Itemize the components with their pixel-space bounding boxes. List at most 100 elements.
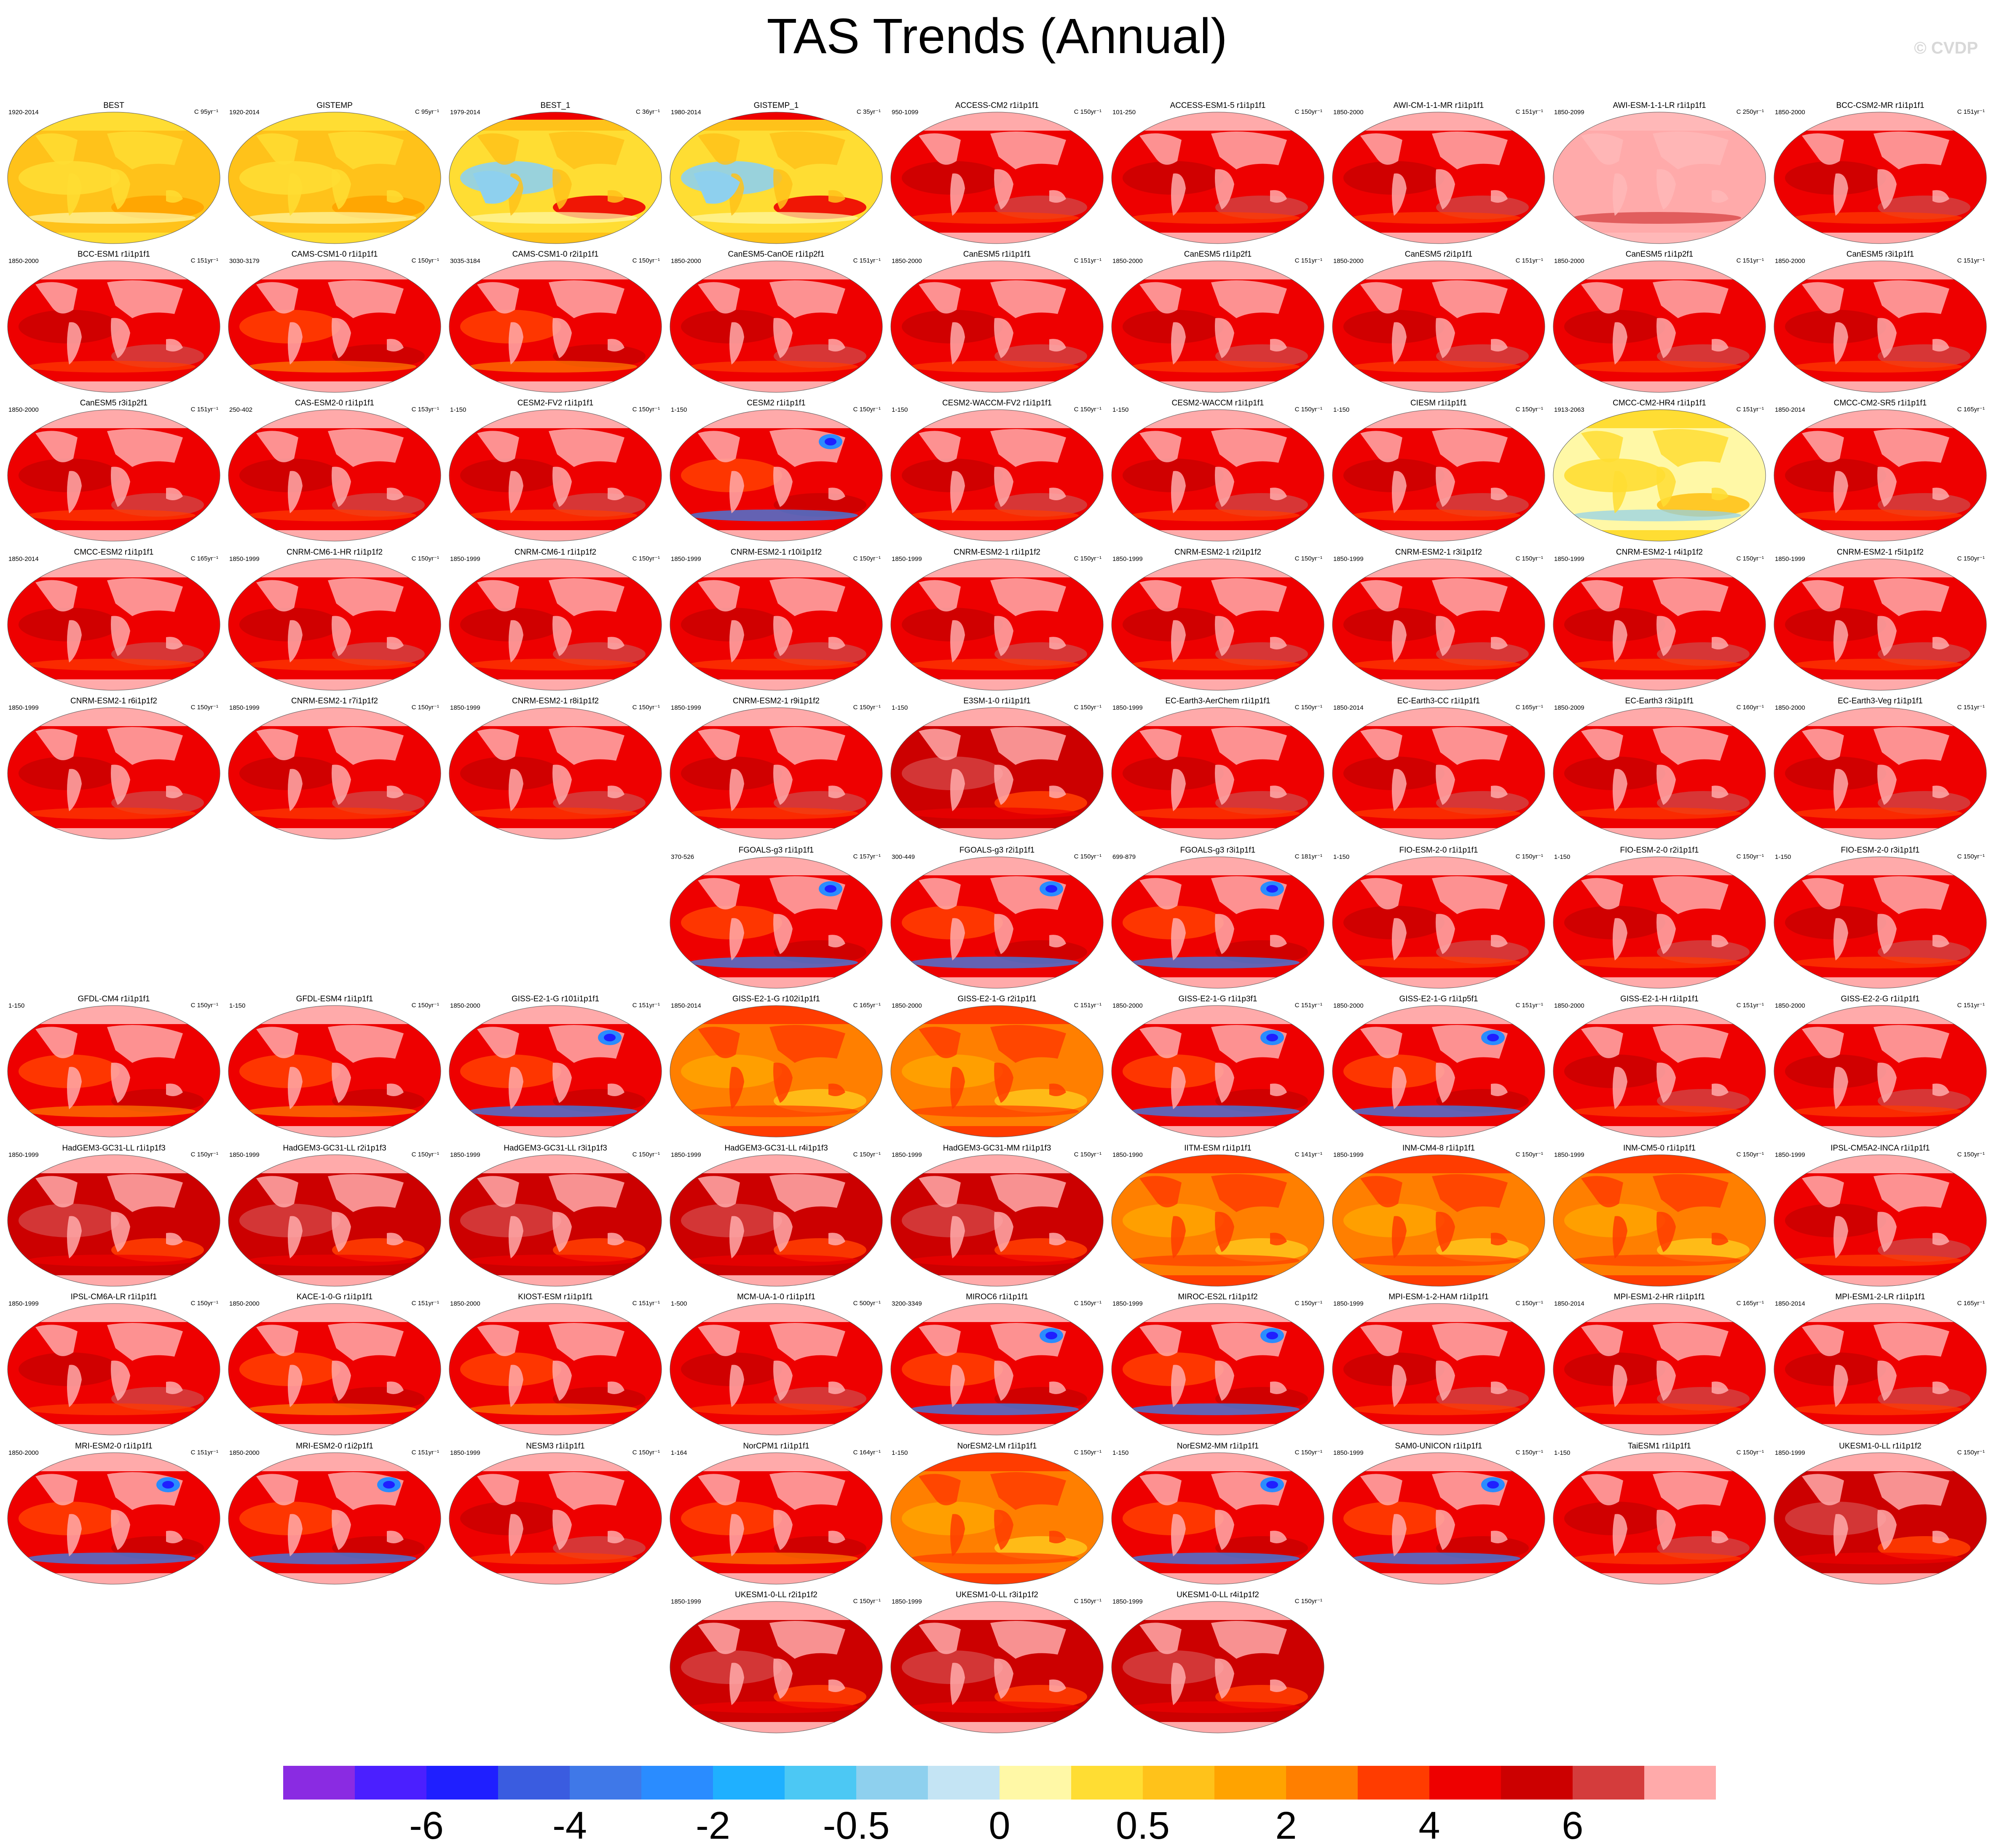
- panel-title: HadGEM3-GC31-LL r1i1p1f3: [62, 1144, 166, 1153]
- colorbar-swatch: [1573, 1766, 1644, 1800]
- panel-period: 1-150: [450, 406, 466, 413]
- panel-title: CanESM5 r2i1p1f1: [1404, 250, 1473, 259]
- model-panel: CNRM-ESM2-1 r6i1p1f2 1850-1999 C 150yr⁻¹: [4, 692, 223, 842]
- trend-map: [1332, 707, 1545, 840]
- model-panel: INM-CM4-8 r1i1p1f1 1850-1999 C 150yr⁻¹: [1329, 1140, 1548, 1289]
- panel-period: 1980-2014: [671, 109, 701, 116]
- panel-title: CNRM-CM6-1-HR r1i1p1f2: [286, 548, 383, 557]
- model-panel: MRI-ESM2-0 r1i1p1f1 1850-2000 C 151yr⁻¹: [4, 1438, 223, 1587]
- panel-title: CESM2-WACCM r1i1p1f1: [1171, 399, 1264, 408]
- panel-units: C 150yr⁻¹: [190, 1002, 218, 1009]
- model-panel: CAMS-CSM1-0 r2i1p1f1 3035-3184 C 150yr⁻¹: [446, 246, 665, 395]
- panel-units: C 150yr⁻¹: [1515, 1151, 1543, 1158]
- colorbar-swatch: [1214, 1766, 1286, 1800]
- panel-period: 1850-1999: [1333, 1151, 1364, 1159]
- model-panel: GFDL-ESM4 r1i1p1f1 1-150 C 150yr⁻¹: [225, 990, 444, 1140]
- model-panel: CNRM-ESM2-1 r2i1p1f2 1850-1999 C 150yr⁻¹: [1108, 544, 1327, 693]
- panel-period: 1850-2000: [229, 1300, 260, 1307]
- trend-map: [890, 260, 1104, 393]
- model-panel: CNRM-ESM2-1 r8i1p1f2 1850-1999 C 150yr⁻¹: [446, 692, 665, 842]
- panel-period: 1850-2000: [229, 1449, 260, 1456]
- panel-title: GISS-E2-1-G r1i1p3f1: [1178, 995, 1257, 1003]
- panel-units: C 150yr⁻¹: [853, 704, 881, 711]
- model-panel: EC-Earth3-AerChem r1i1p1f1 1850-1999 C 150…: [1108, 692, 1327, 842]
- trend-map: [1553, 1303, 1766, 1435]
- panel-units: C 150yr⁻¹: [853, 406, 881, 413]
- panel-period: 370-526: [671, 853, 694, 861]
- model-panel: UKESM1-0-LL r3i1p1f2 1850-1999 C 150yr⁻¹: [887, 1586, 1107, 1736]
- panel-units: C 151yr⁻¹: [190, 406, 218, 413]
- panel-period: 1850-2014: [1775, 1300, 1805, 1307]
- trend-map: [670, 260, 883, 393]
- panel-units: C 150yr⁻¹: [1515, 406, 1543, 413]
- model-panel: FGOALS-g3 r3i1p1f1 699-879 C 181yr⁻¹: [1108, 842, 1327, 991]
- panel-title: UKESM1-0-LL r3i1p1f2: [956, 1591, 1038, 1599]
- panel-units: C 150yr⁻¹: [1736, 555, 1764, 562]
- panel-period: 1-150: [892, 1449, 908, 1456]
- model-panel: SAM0-UNICON r1i1p1f1 1850-1999 C 150yr⁻¹: [1329, 1438, 1548, 1587]
- panel-title: BCC-CSM2-MR r1i1p1f1: [1836, 101, 1924, 110]
- model-panel: CanESM5-CanOE r1i1p2f1 1850-2000 C 151yr⁻¹: [667, 246, 886, 395]
- panel-title: CanESM5 r3i1p1f1: [1846, 250, 1914, 259]
- trend-map: [449, 260, 662, 393]
- model-panel: CanESM5 r2i1p1f1 1850-2000 C 151yr⁻¹: [1329, 246, 1548, 395]
- panel-title: BEST_1: [540, 101, 571, 110]
- model-panel: GISS-E2-1-G r2i1p1f1 1850-2000 C 151yr⁻¹: [887, 990, 1107, 1140]
- panel-units: C 150yr⁻¹: [1294, 406, 1322, 413]
- panel-period: 1850-2000: [1775, 109, 1805, 116]
- panel-title: NESM3 r1i1p1f1: [526, 1442, 585, 1451]
- panel-units: C 151yr⁻¹: [1736, 406, 1764, 413]
- trend-map: [1332, 112, 1545, 244]
- colorbar-swatch: [1644, 1766, 1716, 1800]
- panel-period: 1850-1999: [1112, 1300, 1143, 1307]
- panel-units: C 165yr⁻¹: [853, 1002, 881, 1009]
- colorbar-swatch: [426, 1766, 498, 1800]
- panel-period: 1850-2000: [1775, 1002, 1805, 1009]
- trend-map: [890, 1452, 1104, 1585]
- panel-period: 1850-1999: [1333, 555, 1364, 563]
- model-panel: HadGEM3-GC31-LL r3i1p1f3 1850-1999 C 150yr…: [446, 1140, 665, 1289]
- panel-period: 950-1099: [892, 109, 919, 116]
- panel-period: 1850-2000: [450, 1300, 480, 1307]
- panel-title: CAMS-CSM1-0 r2i1p1f1: [512, 250, 599, 259]
- panel-title: MCM-UA-1-0 r1i1p1f1: [737, 1293, 815, 1301]
- panel-units: C 150yr⁻¹: [1074, 406, 1102, 413]
- panel-title: SAM0-UNICON r1i1p1f1: [1395, 1442, 1482, 1451]
- panel-period: 1850-1990: [1112, 1151, 1143, 1159]
- panel-units: C 151yr⁻¹: [1294, 257, 1322, 264]
- panel-units: C 150yr⁻¹: [1294, 108, 1322, 115]
- panel-units: C 151yr⁻¹: [1515, 257, 1543, 264]
- panel-title: CIESM r1i1p1f1: [1410, 399, 1467, 408]
- panel-title: MPI-ESM1-2-LR r1i1p1f1: [1835, 1293, 1925, 1301]
- trend-map: [449, 558, 662, 691]
- model-panel: MCM-UA-1-0 r1i1p1f1 1-500 C 500yr⁻¹: [667, 1288, 886, 1438]
- panel-period: 1850-1999: [1112, 555, 1143, 563]
- panel-title: GISS-E2-1-G r2i1p1f1: [957, 995, 1037, 1003]
- panel-units: C 151yr⁻¹: [1074, 1002, 1102, 1009]
- model-panel: CIESM r1i1p1f1 1-150 C 150yr⁻¹: [1329, 394, 1548, 544]
- panel-period: 1850-1999: [229, 704, 260, 711]
- panel-period: 1850-2014: [1554, 1300, 1584, 1307]
- colorbar-tick-label: -2: [696, 1804, 730, 1847]
- panel-units: C 165yr⁻¹: [1736, 1300, 1764, 1307]
- model-panel: BCC-ESM1 r1i1p1f1 1850-2000 C 151yr⁻¹: [4, 246, 223, 395]
- panel-units: C 157yr⁻¹: [853, 853, 881, 860]
- panel-title: HadGEM3-GC31-LL r2i1p1f3: [283, 1144, 386, 1153]
- panel-period: 1850-1999: [671, 1151, 701, 1159]
- panel-period: 1850-1999: [1775, 1449, 1805, 1456]
- panel-period: 1850-1999: [229, 1151, 260, 1159]
- panel-title: KIOST-ESM r1i1p1f1: [518, 1293, 593, 1301]
- colorbar-tick-label: 6: [1562, 1804, 1584, 1847]
- trend-map: [228, 260, 441, 393]
- colorbar-swatch: [1429, 1766, 1501, 1800]
- trend-map: [1332, 409, 1545, 542]
- trend-map: [1332, 1154, 1545, 1287]
- panel-period: 1-150: [1554, 1449, 1571, 1456]
- trend-map: [7, 1005, 220, 1137]
- model-panel: NorESM2-MM r1i1p1f1 1-150 C 150yr⁻¹: [1108, 1438, 1327, 1587]
- trend-map: [1111, 409, 1324, 542]
- panel-units: C 150yr⁻¹: [632, 406, 660, 413]
- panel-period: 1920-2014: [8, 109, 39, 116]
- trend-map: [449, 112, 662, 244]
- panel-units: C 150yr⁻¹: [1515, 1300, 1543, 1307]
